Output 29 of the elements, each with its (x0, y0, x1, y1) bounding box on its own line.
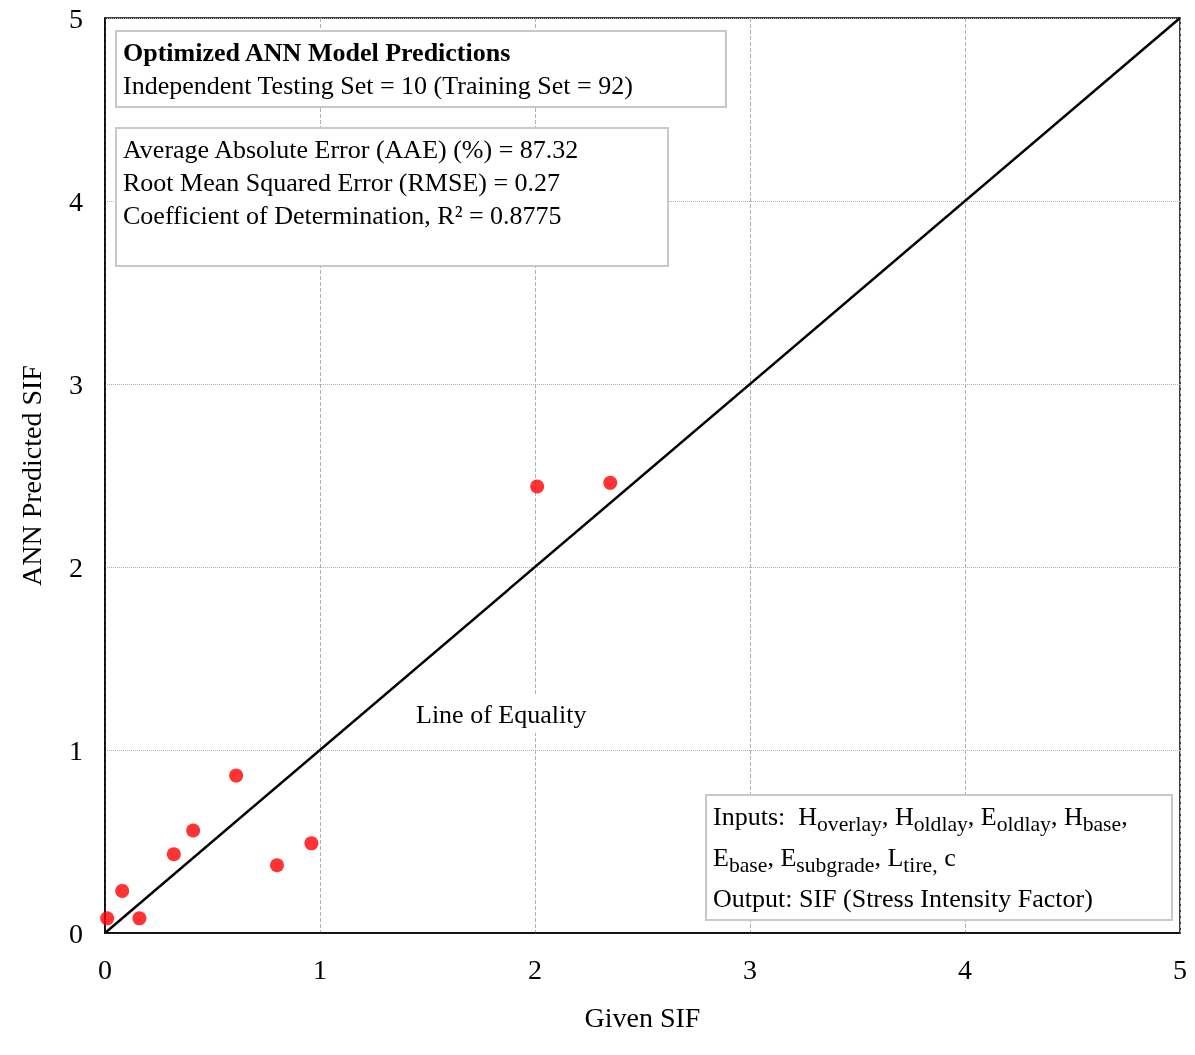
y-tick-label: 2 (69, 551, 83, 583)
point (100, 911, 115, 926)
x-tick-label: 3 (743, 953, 757, 985)
y-tick-label: 1 (69, 734, 83, 766)
point (115, 883, 130, 898)
annotation: Average Absolute Error (AAE) (%) = 87.32 Root Mean Squared Error (RMSE) = 0.27 Coefficient of Determination, R² = 0.8775 (123, 134, 580, 232)
x-tick-label: 5 (1173, 953, 1187, 985)
point (603, 475, 618, 490)
y-tick-label: 5 (69, 2, 83, 34)
point (186, 823, 201, 838)
point (229, 768, 244, 783)
title-text-box: Optimized ANN Model Predictions Independent Testing Set = 10 (Training Set = 92) (115, 30, 727, 108)
x-tick-label: 2 (528, 953, 542, 985)
point (530, 479, 545, 494)
note-text-box: Inputs: H$_{overlay}$, H$_{oldlay}$, E$_{oldlay}$, H$_{base}$, E$_{base}$, E$_{subgrade}$, L$_{tire,}$ c Output: SIF (Stress Intensity Factor) (705, 794, 1173, 922)
y-axis-title: ANN Predicted SIF (15, 365, 47, 586)
point (304, 836, 319, 851)
x-tick-label: 1 (313, 953, 327, 985)
y-tick-label: 0 (69, 917, 83, 949)
x-tick-label: 0 (98, 953, 112, 985)
y-tick-label: 3 (69, 368, 83, 400)
y-tick-label: 4 (69, 185, 83, 217)
x-axis-title: Given SIF (584, 1001, 701, 1033)
x-tick-label: 4 (958, 953, 972, 985)
point (270, 858, 284, 873)
note-text-box: Average Absolute Error (AAE) (%) = 87.32 Root Mean Squared Error (RMSE) = 0.27 Coefficient of Determination, R² = 0.8775 (115, 127, 669, 267)
point (166, 847, 181, 862)
annotation: Line of Equality (416, 699, 587, 731)
point (132, 911, 147, 926)
